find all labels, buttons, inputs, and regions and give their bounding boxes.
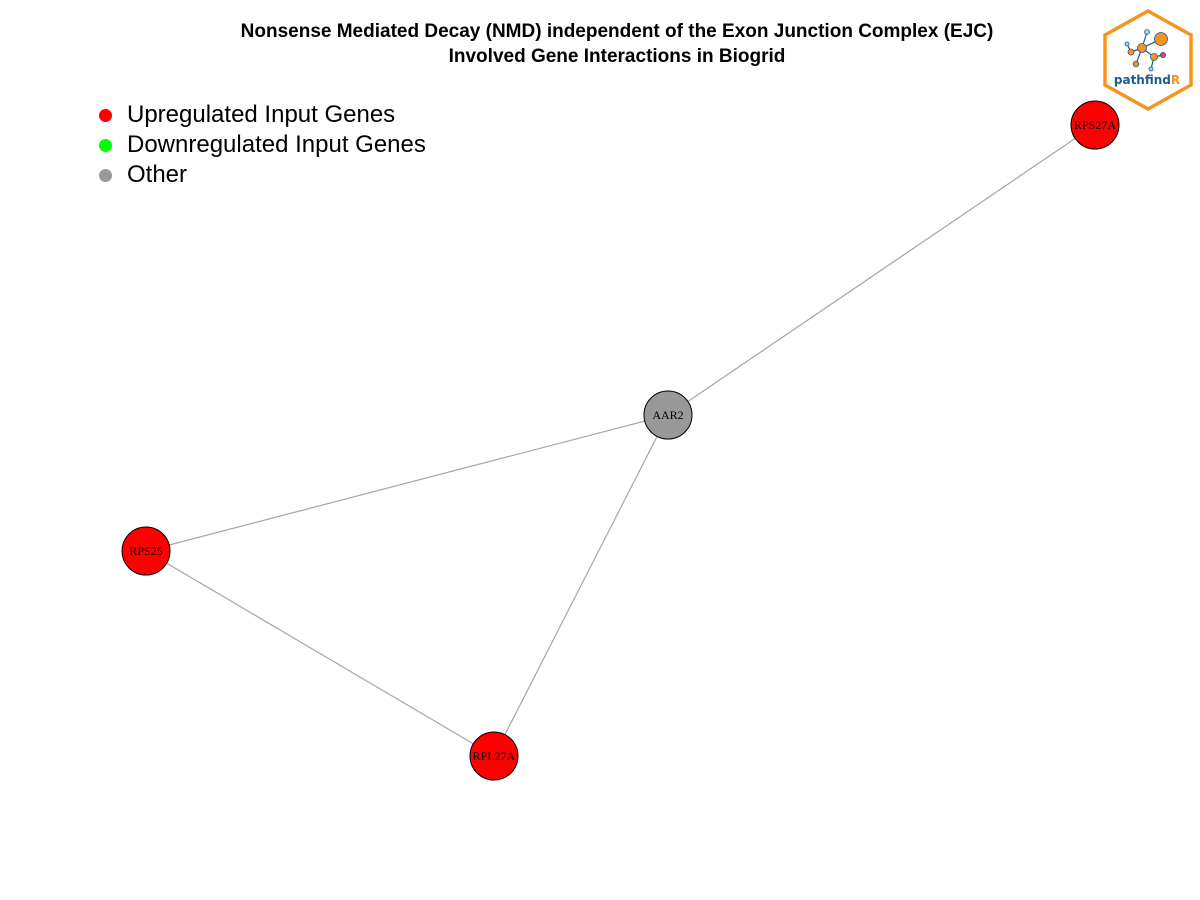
edge-rps25-rpl27a — [145, 550, 495, 757]
legend-item-upregulated: Upregulated Input Genes — [96, 100, 426, 130]
edge-aar2-rps27a — [667, 124, 1096, 416]
node-circle-rps25 — [121, 526, 171, 576]
logo-text-accent: R — [1171, 73, 1180, 87]
node-label-rps27a: RPS27A — [1074, 118, 1116, 132]
node-label-rpl27a: RPL27A — [473, 749, 516, 763]
edges — [145, 124, 1096, 757]
node-circle-aar2 — [643, 390, 693, 440]
edge-aar2-rps25 — [145, 414, 669, 552]
node-circle-rps27a — [1070, 100, 1120, 150]
logo-text: pathfindR — [1114, 73, 1180, 87]
node-rps25[interactable]: RPS25 — [121, 526, 171, 576]
node-label-rps25: RPS25 — [129, 544, 162, 558]
figure-title: Nonsense Mediated Decay (NMD) independen… — [0, 19, 1200, 69]
legend-label-other: Other — [127, 161, 188, 188]
title-line-1: Nonsense Mediated Decay (NMD) independen… — [240, 21, 994, 42]
legend-dot-other — [99, 168, 112, 182]
title-line-2: Involved Gene Interactions in Biogrid — [448, 46, 786, 67]
node-rpl27a[interactable]: RPL27A — [469, 731, 519, 781]
legend-label-upregulated: Upregulated Input Genes — [127, 101, 396, 128]
nodes: AAR2 RPS27A RPS25 RPL27A — [121, 100, 1120, 781]
node-circle-rpl27a — [469, 731, 519, 781]
legend-label-downregulated: Downregulated Input Genes — [127, 131, 426, 158]
legend-item-downregulated: Downregulated Input Genes — [96, 130, 426, 160]
node-label-aar2: AAR2 — [652, 408, 683, 422]
legend-item-other: Other — [96, 160, 426, 190]
edge-aar2-rpl27a — [493, 414, 669, 757]
node-aar2[interactable]: AAR2 — [643, 390, 693, 440]
legend-dot-downregulated — [99, 138, 112, 152]
logo-text-main: pathfind — [1114, 73, 1171, 87]
logo-network-nodes — [1124, 29, 1168, 72]
legend: Upregulated Input Genes Downregulated In… — [96, 100, 426, 190]
node-rps27a[interactable]: RPS27A — [1070, 100, 1120, 150]
legend-dot-upregulated — [99, 108, 112, 122]
pathfindr-logo: pathfindR — [1103, 8, 1193, 112]
logo-hexagon — [1103, 8, 1193, 112]
